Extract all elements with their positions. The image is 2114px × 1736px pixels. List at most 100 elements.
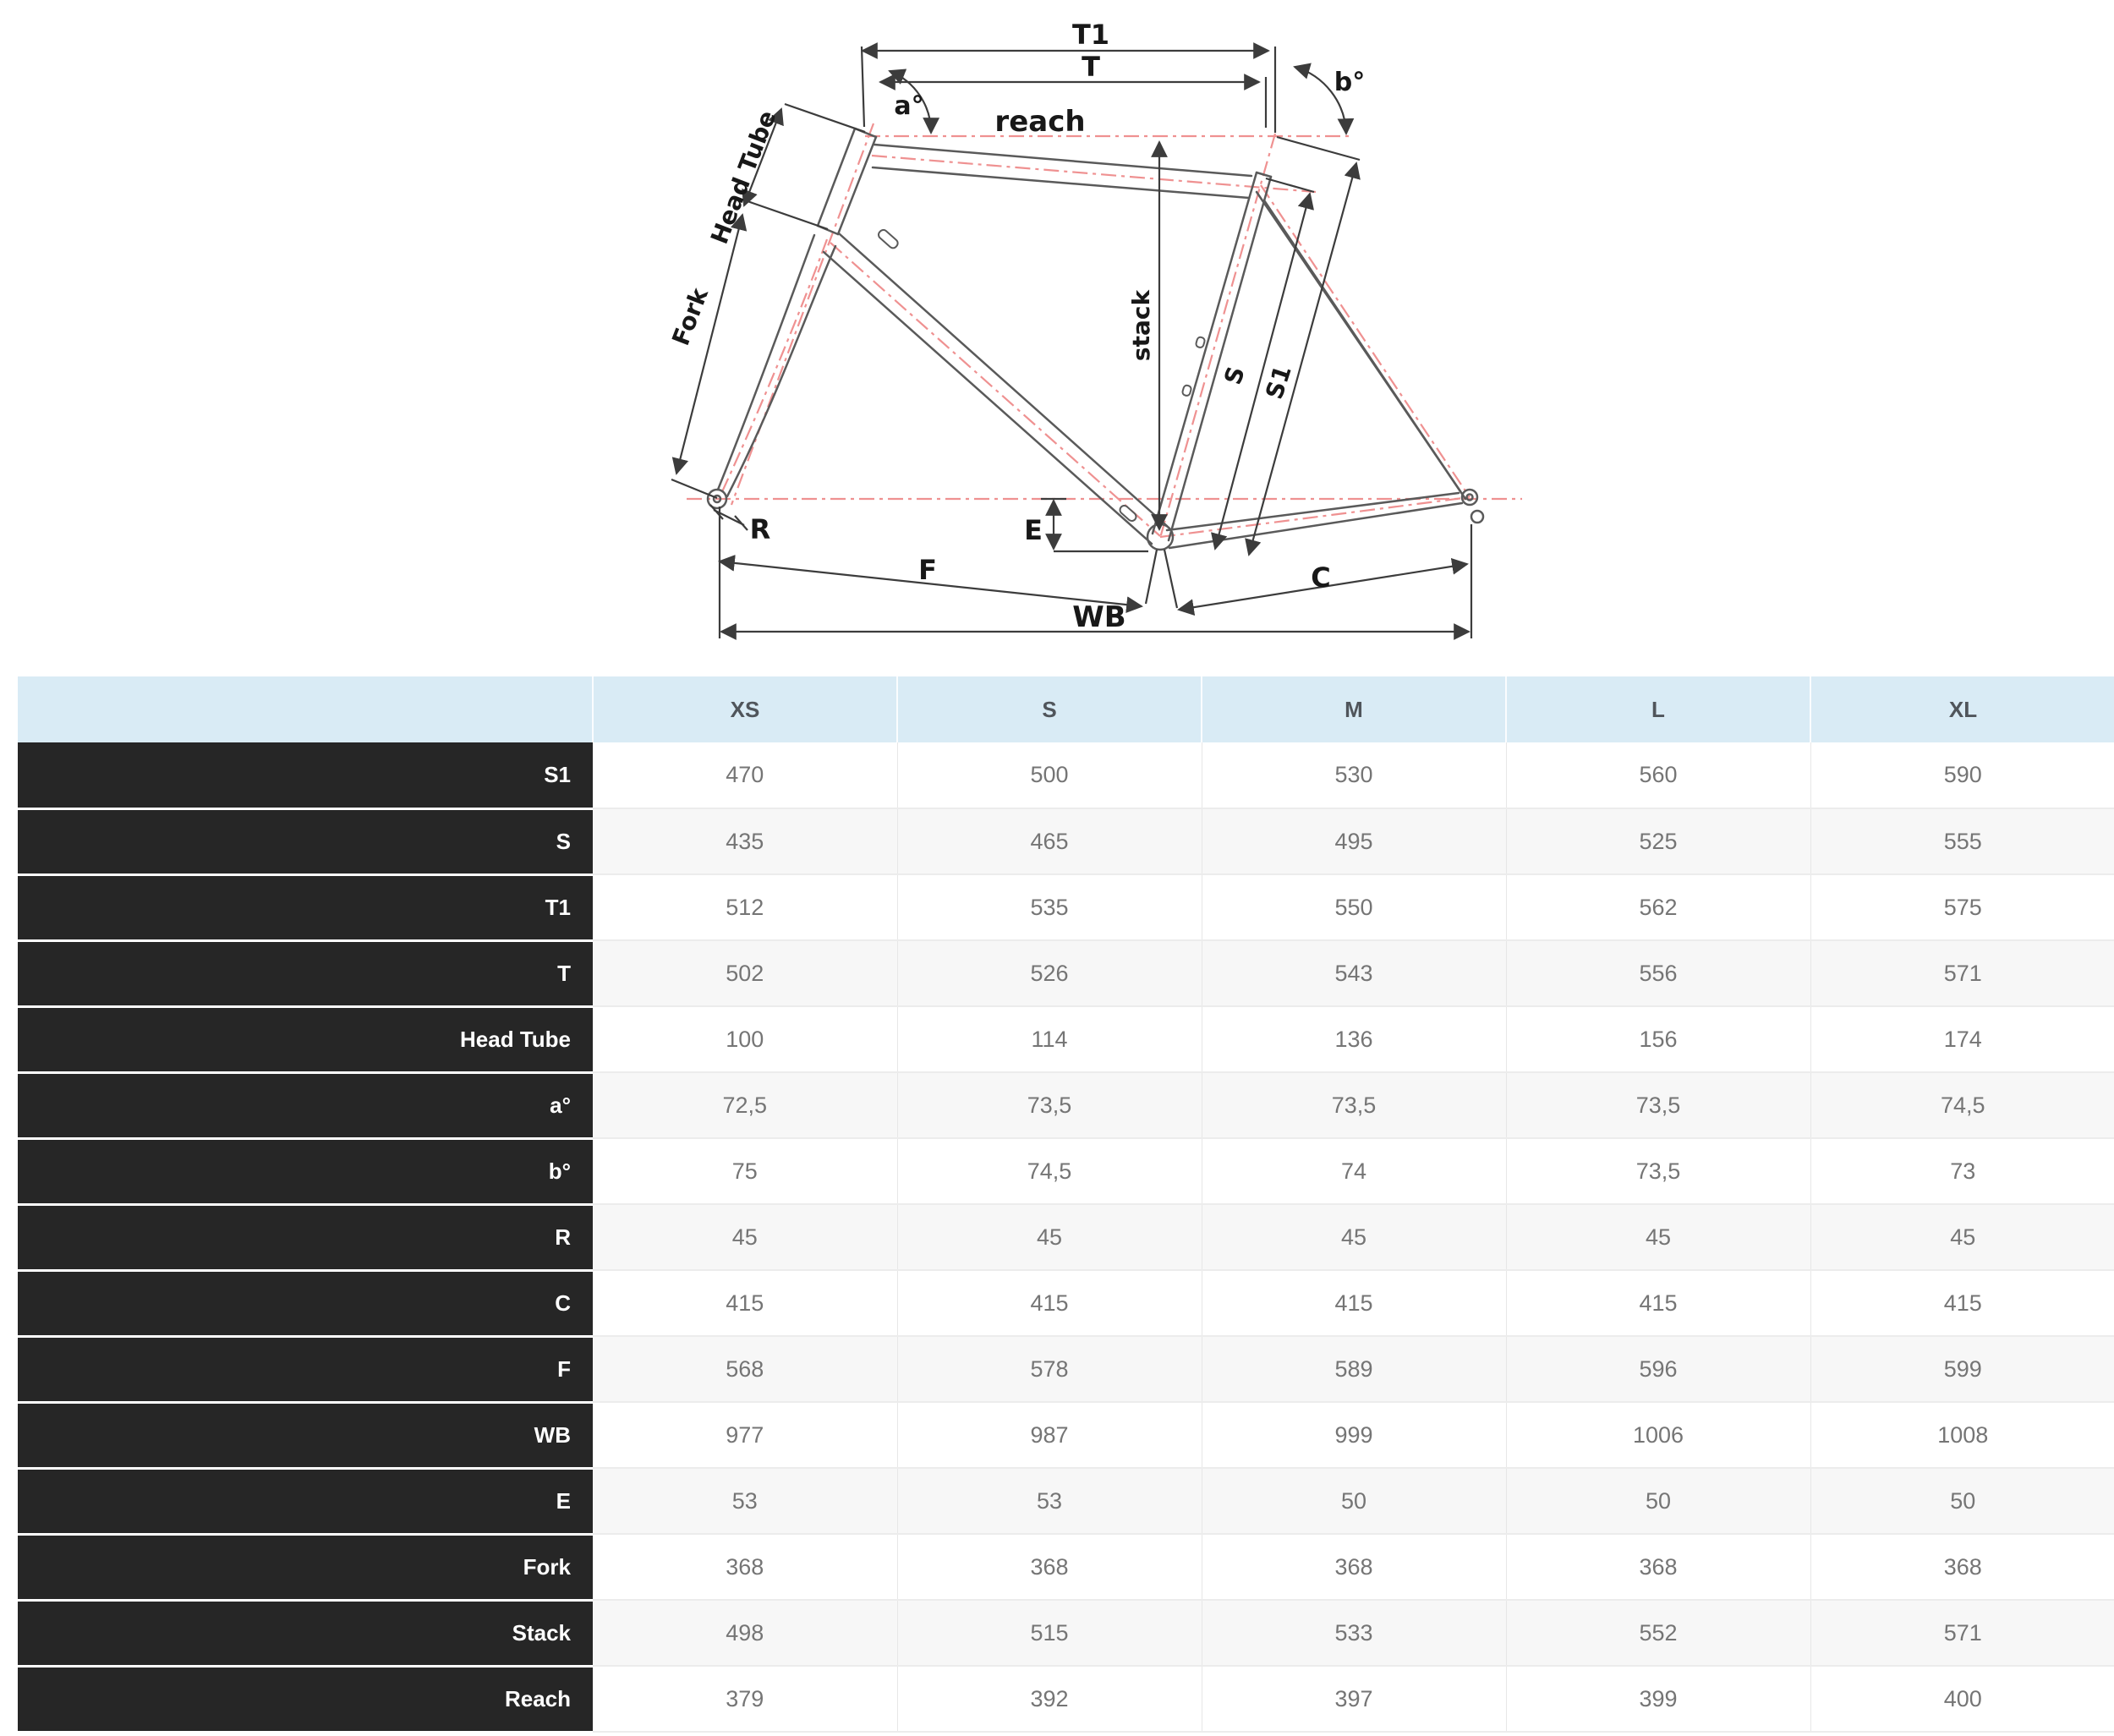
- geometry-value: 415: [1810, 1270, 2114, 1337]
- geometry-value: 45: [897, 1204, 1202, 1271]
- label-wb: WB: [1072, 600, 1125, 634]
- geometry-value: 552: [1506, 1600, 1811, 1667]
- geometry-value: 156: [1506, 1006, 1811, 1073]
- table-corner-cell: [18, 676, 594, 742]
- label-c: C: [1311, 561, 1330, 594]
- table-row: T 502 526 543 556 571: [18, 940, 2114, 1008]
- label-s: S: [1219, 363, 1251, 387]
- geometry-value: 368: [1506, 1534, 1811, 1601]
- geometry-value: 50: [1506, 1468, 1811, 1535]
- header-row: XS S M L XL: [18, 676, 2114, 742]
- row-label: E: [18, 1468, 593, 1536]
- geometry-value: 1006: [1506, 1402, 1811, 1469]
- geometry-value: 578: [897, 1336, 1202, 1403]
- geometry-value: 136: [1202, 1006, 1507, 1073]
- geometry-value: 571: [1810, 1600, 2114, 1667]
- geometry-value: 999: [1202, 1402, 1507, 1469]
- geometry-value: 568: [593, 1336, 898, 1403]
- row-label: a°: [18, 1072, 593, 1140]
- size-column-header: XL: [1810, 676, 2114, 742]
- geometry-value: 368: [897, 1534, 1202, 1601]
- geometry-value: 500: [897, 742, 1202, 809]
- label-e: E: [1024, 514, 1043, 546]
- table-row: C 415 415 415 415 415: [18, 1270, 2114, 1338]
- row-label: WB: [18, 1402, 593, 1470]
- label-stack: stack: [1127, 289, 1155, 362]
- row-label: b°: [18, 1138, 593, 1206]
- geometry-value: 435: [593, 808, 898, 875]
- label-t1: T1: [1072, 19, 1109, 51]
- geometry-value: 114: [897, 1006, 1202, 1073]
- geometry-value: 977: [593, 1402, 898, 1469]
- geometry-value: 556: [1506, 940, 1811, 1007]
- dimension-labels: T1 T a° b° reach stack Head Tube Fork S …: [666, 19, 1365, 634]
- geometry-value: 100: [593, 1006, 898, 1073]
- geometry-value: 470: [593, 742, 898, 809]
- geometry-value: 415: [1202, 1270, 1507, 1337]
- geometry-value: 495: [1202, 808, 1507, 875]
- label-t: T: [1082, 51, 1100, 83]
- geometry-value: 599: [1810, 1336, 2114, 1403]
- geometry-value: 533: [1202, 1600, 1507, 1667]
- row-label: C: [18, 1270, 593, 1338]
- geometry-value: 560: [1506, 742, 1811, 809]
- geometry-value: 53: [897, 1468, 1202, 1535]
- table-row: R 45 45 45 45 45: [18, 1204, 2114, 1272]
- geometry-value: 400: [1810, 1666, 2114, 1733]
- geometry-value: 73,5: [1202, 1072, 1507, 1139]
- row-label: S1: [18, 742, 593, 810]
- geometry-value: 550: [1202, 874, 1507, 941]
- dimension-lines: [671, 42, 1473, 640]
- geometry-value: 73,5: [897, 1072, 1202, 1139]
- table-row: E 53 53 50 50 50: [18, 1468, 2114, 1536]
- geometry-value: 415: [897, 1270, 1202, 1337]
- row-label: T: [18, 940, 593, 1008]
- geometry-value: 1008: [1810, 1402, 2114, 1469]
- table-row: Head Tube 100 114 136 156 174: [18, 1006, 2114, 1074]
- row-label: F: [18, 1336, 593, 1404]
- geometry-value: 53: [593, 1468, 898, 1535]
- geometry-value: 73,5: [1506, 1138, 1811, 1205]
- geometry-value: 45: [1202, 1204, 1507, 1271]
- frame-tubes: [706, 127, 1485, 551]
- label-a-angle: a°: [894, 91, 923, 121]
- geometry-value: 555: [1810, 808, 2114, 875]
- geometry-value: 45: [1810, 1204, 2114, 1271]
- geometry-value: 399: [1506, 1666, 1811, 1733]
- row-label: T1: [18, 874, 593, 942]
- label-b-angle: b°: [1334, 68, 1365, 97]
- geometry-table: XS S M L XL S1 470 500 530 560 590 S 435 465 495 525 55…: [18, 676, 2114, 1733]
- row-label: Head Tube: [18, 1006, 593, 1074]
- geometry-value: 415: [593, 1270, 898, 1337]
- geometry-value: 397: [1202, 1666, 1507, 1733]
- bike-frame-drawing: T1 T a° b° reach stack Head Tube Fork S …: [666, 19, 1522, 640]
- geometry-value: 392: [897, 1666, 1202, 1733]
- geometry-value: 498: [593, 1600, 898, 1667]
- geometry-value: 45: [593, 1204, 898, 1271]
- geometry-value: 590: [1810, 742, 2114, 809]
- geometry-value: 525: [1506, 808, 1811, 875]
- row-label: S: [18, 808, 593, 876]
- geometry-value: 73: [1810, 1138, 2114, 1205]
- row-label: Fork: [18, 1534, 593, 1602]
- geometry-value: 368: [1810, 1534, 2114, 1601]
- size-column-header: S: [897, 676, 1202, 742]
- label-fork: Fork: [666, 283, 714, 349]
- table-row: T1 512 535 550 562 575: [18, 874, 2114, 942]
- row-label: Stack: [18, 1600, 593, 1668]
- geometry-value: 512: [593, 874, 898, 941]
- label-r: R: [750, 513, 771, 545]
- geometry-table-body: S1 470 500 530 560 590 S 435 465 495 525 555 T1 512 53…: [18, 742, 2114, 1733]
- geometry-value: 75: [593, 1138, 898, 1205]
- table-row: WB 977 987 999 1006 1008: [18, 1402, 2114, 1470]
- geometry-value: 74: [1202, 1138, 1507, 1205]
- geometry-value: 530: [1202, 742, 1507, 809]
- geometry-value: 45: [1506, 1204, 1811, 1271]
- geometry-value: 74,5: [1810, 1072, 2114, 1139]
- geometry-value: 987: [897, 1402, 1202, 1469]
- geometry-value: 465: [897, 808, 1202, 875]
- geometry-value: 515: [897, 1600, 1202, 1667]
- geometry-value: 73,5: [1506, 1072, 1811, 1139]
- table-row: Fork 368 368 368 368 368: [18, 1534, 2114, 1602]
- size-column-header: M: [1202, 676, 1507, 742]
